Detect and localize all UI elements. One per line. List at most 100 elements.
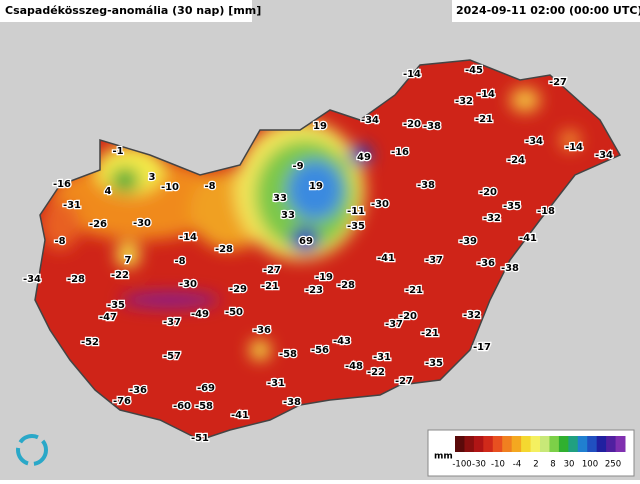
station-value: -50 [225,307,243,318]
station-value: 19 [309,181,323,192]
legend-swatch [577,436,588,452]
legend-swatch [558,436,569,452]
legend-swatch [587,436,598,452]
legend-tick-label: -30 [472,460,486,470]
station-value: -58 [195,401,213,412]
station-value: -34 [361,115,379,126]
station-value: -39 [459,236,477,247]
station-value: -14 [403,69,421,80]
station-value: -30 [371,199,389,210]
station-value: -35 [503,201,521,212]
station-value: -8 [174,256,185,267]
station-value: 69 [299,236,313,247]
station-value: -41 [519,233,537,244]
station-value: -18 [537,206,555,217]
station-value: -30 [179,279,197,290]
station-value: 49 [357,152,371,163]
legend-swatch [464,436,475,452]
station-value: -17 [473,342,491,353]
station-value: 33 [281,210,295,221]
station-value: -14 [477,89,495,100]
station-value: -14 [179,232,197,243]
station-value: -36 [129,385,147,396]
legend-tick-label: 250 [605,460,621,470]
station-value: -9 [292,161,303,172]
station-value: -10 [161,182,179,193]
legend-tick-label: -10 [491,460,505,470]
legend-swatch [540,436,550,452]
station-value: -47 [99,312,117,323]
station-value: -14 [565,142,583,153]
station-value: -41 [231,410,249,421]
station-value: -16 [53,179,71,190]
station-value: -28 [215,244,233,255]
legend-swatch [511,436,522,452]
station-value: -21 [405,285,423,296]
legend-swatch [502,436,513,452]
station-value: -37 [163,317,181,328]
legend-swatch [473,436,484,452]
stations: -14 -45-27-32-14-21-34 -20 -3819-34-14-3449… [22,64,615,446]
station-value: -20 [479,187,497,198]
legend-swatch [549,436,560,452]
legend-swatch [492,436,503,452]
station-value: -37 [425,255,443,266]
station-value: -45 [465,65,483,76]
legend-unit: mm [434,452,453,462]
legend-tick-label: 8 [550,460,555,470]
station-value: -38 [417,180,435,191]
station-value: -32 [455,96,473,107]
station-value: 4 [105,186,112,197]
legend: -100 -30 -10 -4 2 8 30 100 250 [452,436,626,470]
legend-tick-label: -4 [513,460,521,470]
station-value: -27 [549,77,567,88]
station-value: -21 [475,114,493,125]
station-value: -60 [173,401,191,412]
station-value: -35 [347,221,365,232]
station-value: -20 [399,311,417,322]
station-value: -31 [267,378,285,389]
legend-swatch [606,436,617,452]
station-value: -48 [345,361,363,372]
legend-swatch [615,436,626,452]
timestamp-box [452,0,640,22]
station-value: -34 [525,136,543,147]
station-value: -24 [507,155,525,166]
legend-tick-label: 30 [564,460,575,470]
logo [16,434,48,466]
station-value: -38 [501,263,519,274]
legend-swatch [530,436,541,452]
legend-swatch [521,436,532,452]
station-value: -28 [337,280,355,291]
legend-swatch [596,436,607,452]
station-value: -35 [107,300,125,311]
station-value: -32 [463,310,481,321]
station-value: 19 [313,121,327,132]
station-value: -43 [333,336,351,347]
station-value: -27 [263,265,281,276]
station-value: -49 [191,309,209,320]
station-value: -29 [229,284,247,295]
title: Csapadékösszeg-anomália (30 nap) [mm] [5,4,261,17]
station-value: -31 [63,200,81,211]
station-value: -76 [113,396,131,407]
station-value: -51 [191,433,209,444]
border [34,59,622,441]
station-value: 33 [273,193,287,204]
legend-swatch [483,436,494,452]
station-value: -23 [305,285,323,296]
station-value: -8 [54,236,65,247]
station-value: -8 [204,181,215,192]
station-value: -1 [112,146,123,157]
station-value: -41 [377,253,395,264]
station-value: -69 [197,383,215,394]
station-value: -20 [403,119,421,130]
station-value: -27 [395,376,413,387]
station-value: -36 [253,325,271,336]
station-value: -21 [261,281,279,292]
legend-tick-label: 100 [582,460,598,470]
station-value: -30 [133,218,151,229]
legend-tick-label: 2 [533,460,538,470]
